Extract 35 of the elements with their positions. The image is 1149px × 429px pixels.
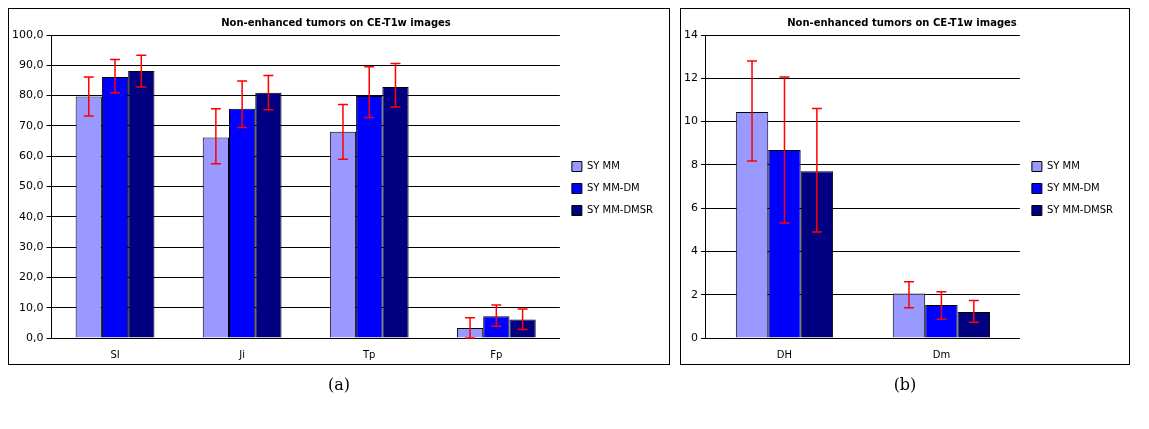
chart-title: Non-enhanced tumors on CE-T1w images — [787, 16, 1017, 28]
y-tick-label: 4 — [691, 244, 698, 258]
legend-label: SY MM-DMSR — [1046, 204, 1114, 216]
y-tick-label: 90,0 — [18, 58, 44, 72]
y-tick-label: 6 — [691, 201, 698, 214]
y-tick-label: 100,0 — [11, 27, 44, 41]
y-tick-label: 10,0 — [18, 300, 44, 314]
y-tick-label: 40,0 — [18, 209, 44, 223]
y-tick-label: 0 — [691, 330, 698, 344]
x-tick-label: Tp — [362, 348, 376, 360]
y-tick-label: 10 — [684, 114, 698, 128]
y-tick-label: 30,0 — [18, 239, 44, 253]
legend-label: SY MM-DMSR — [586, 204, 654, 216]
x-tick-label: DH — [776, 348, 793, 360]
legend-label: SY MM-DM — [586, 182, 640, 194]
chart-title: Non-enhanced tumors on CE-T1w images — [221, 16, 451, 28]
legend-label: SY MM-DM — [1046, 182, 1100, 194]
x-tick-label: SI — [110, 348, 120, 360]
y-tick-label: 50,0 — [18, 179, 44, 193]
y-tick-label: 20,0 — [18, 270, 44, 284]
y-tick-label: 60,0 — [18, 149, 44, 163]
y-tick-label: 0,0 — [25, 330, 44, 344]
y-tick-label: 12 — [684, 71, 698, 85]
legend-label: SY MM — [1046, 160, 1080, 172]
x-tick-label: Dm — [932, 348, 951, 360]
y-tick-label: 14 — [684, 27, 698, 41]
legend-label: SY MM — [586, 160, 620, 172]
x-tick-label: Fp — [490, 348, 503, 360]
y-tick-label: 2 — [691, 287, 698, 301]
text: (a) — [327, 375, 351, 394]
x-tick-label: Ji — [238, 348, 245, 360]
text: (b) — [892, 375, 918, 394]
y-tick-label: 8 — [691, 157, 698, 171]
y-tick-label: 70,0 — [18, 118, 44, 132]
y-tick-label: 80,0 — [18, 88, 44, 102]
